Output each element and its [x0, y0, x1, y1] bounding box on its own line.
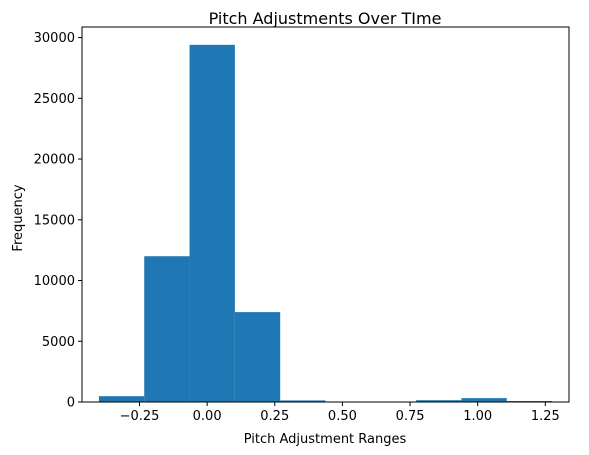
x-tick-label: −0.25 [120, 409, 160, 424]
histogram-bar [189, 44, 235, 402]
histogram-bar [461, 398, 507, 402]
y-tick-label: 5000 [42, 335, 75, 350]
y-tick-label: 0 [67, 396, 75, 411]
chart-title: Pitch Adjustments Over TIme [209, 9, 442, 28]
bars-group [98, 44, 553, 402]
y-tick-label: 10000 [34, 274, 75, 289]
y-axis-label: Frequency [11, 184, 26, 251]
plot-frame [81, 26, 570, 403]
x-tick-label: 0.00 [193, 409, 222, 424]
histogram-bar [98, 396, 145, 402]
x-tick-label: 0.25 [260, 409, 289, 424]
x-tick-label: 1.00 [463, 409, 492, 424]
x-tick-label: 1.25 [531, 409, 560, 424]
x-tick-label: 0.75 [396, 409, 425, 424]
y-tick-label: 20000 [34, 153, 75, 168]
x-axis-label: Pitch Adjustment Ranges [244, 432, 407, 447]
y-tick-label: 30000 [34, 31, 75, 46]
y-tick-label: 15000 [34, 213, 75, 228]
histogram-bar [144, 256, 190, 402]
histogram-bar [280, 400, 326, 402]
x-axis-ticks: −0.25 0.00 0.25 0.50 0.75 1.00 1.25 [120, 402, 560, 424]
x-tick-label: 0.50 [328, 409, 357, 424]
histogram-bar [234, 312, 281, 402]
histogram-bar [416, 400, 462, 402]
y-tick-label: 25000 [34, 92, 75, 107]
y-axis-ticks: 0 5000 10000 15000 20000 25000 30000 [34, 31, 82, 411]
